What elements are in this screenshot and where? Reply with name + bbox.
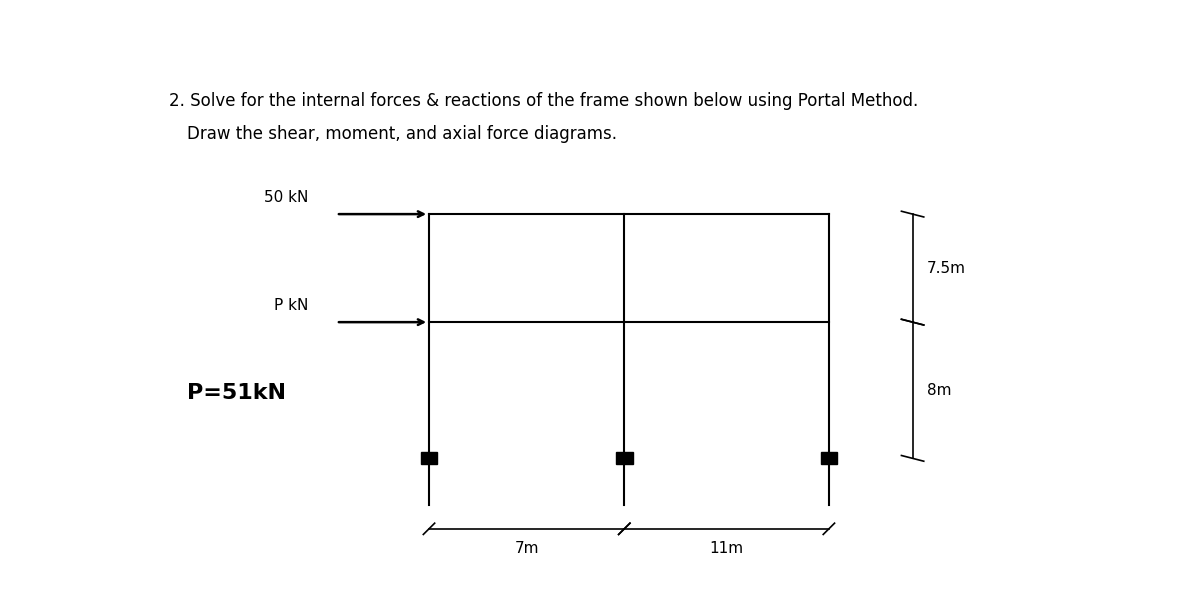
Text: 11m: 11m [709, 540, 744, 556]
Text: P kN: P kN [274, 298, 308, 313]
FancyBboxPatch shape [421, 453, 437, 464]
FancyBboxPatch shape [616, 453, 632, 464]
Text: P=51kN: P=51kN [187, 382, 287, 403]
Text: 7.5m: 7.5m [926, 260, 966, 276]
Text: 2. Solve for the internal forces & reactions of the frame shown below using Port: 2. Solve for the internal forces & react… [168, 92, 918, 110]
Text: Draw the shear, moment, and axial force diagrams.: Draw the shear, moment, and axial force … [187, 125, 617, 143]
Text: 50 kN: 50 kN [264, 190, 308, 205]
Text: 8m: 8m [926, 382, 952, 398]
Text: 7m: 7m [515, 540, 539, 556]
FancyBboxPatch shape [821, 453, 838, 464]
